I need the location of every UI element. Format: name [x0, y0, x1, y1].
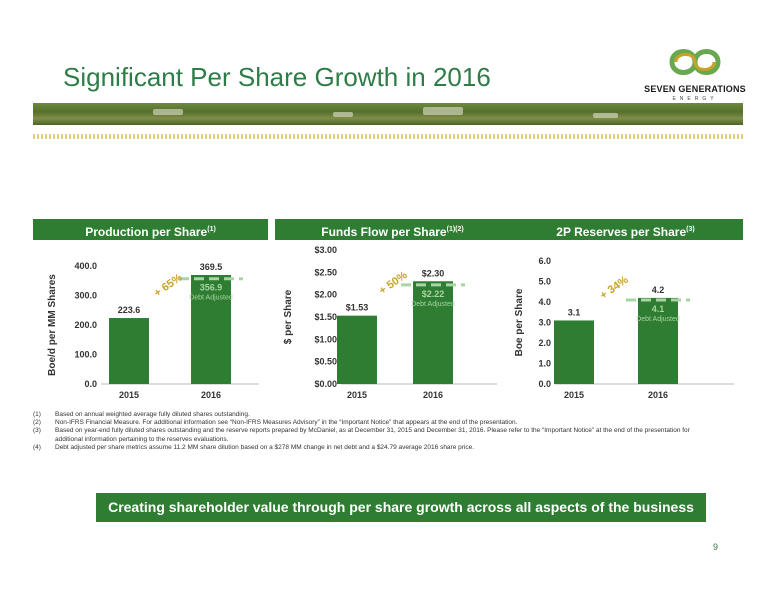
y-tick-label: $2.50 [314, 267, 337, 277]
y-tick-label: 300.0 [74, 291, 97, 301]
x-tick-label: 2016 [648, 390, 668, 400]
y-tick-label: 200.0 [74, 320, 97, 330]
y-tick-label: 5.0 [538, 277, 551, 287]
footnotes: (1) Based on annual weighted average full… [33, 411, 713, 452]
debt-adjusted-value: 4.1 [652, 304, 665, 314]
y-tick-label: 0.0 [538, 379, 551, 389]
y-tick-label: $1.50 [314, 312, 337, 322]
footnote: (4) Debt adjusted per share metrics assum… [33, 443, 475, 451]
footnote: (1) Based on annual weighted average full… [33, 411, 250, 418]
y-axis-label: $ per Share [283, 289, 294, 344]
x-tick-label: 2015 [119, 390, 139, 400]
logo-name: SEVEN GENERATIONS [644, 84, 746, 94]
bar [191, 274, 231, 384]
y-tick-label: $2.00 [314, 290, 337, 300]
bar-value-label: 223.6 [118, 305, 141, 315]
x-tick-label: 2015 [564, 390, 584, 400]
y-tick-label: $0.00 [314, 379, 337, 389]
y-tick-label: $3.00 [314, 245, 337, 255]
bar [554, 320, 594, 384]
x-tick-label: 2015 [347, 390, 367, 400]
page-title: Significant Per Share Growth in 2016 [63, 62, 491, 92]
x-tick-label: 2016 [201, 390, 221, 400]
y-tick-label: 2.0 [538, 338, 551, 348]
company-logo-icon [669, 49, 721, 75]
landscape-banner [33, 103, 743, 125]
growth-label: + 34% [598, 274, 631, 302]
x-tick-label: 2016 [423, 390, 443, 400]
growth-label: + 65% [152, 272, 185, 300]
y-tick-label: 0.0 [84, 379, 97, 389]
growth-label: + 50% [377, 269, 410, 297]
panel-production: Production per Share(1) [33, 219, 268, 240]
bar [337, 315, 377, 384]
bar-value-label: $2.30 [422, 268, 445, 278]
chart-production: 0.0 100.0 200.0 300.0 400.0 Boe/d per MM Shar… [47, 261, 259, 400]
footnote: (3) Based on year-end fully diluted share… [33, 427, 690, 443]
y-tick-label: 3.0 [538, 318, 551, 328]
debt-adjusted-note: Debt Adjusted [411, 301, 455, 308]
panel-header: Production per Share(1) [33, 219, 268, 240]
bar-value-label: 369.5 [200, 262, 223, 272]
chart-funds-flow: $0.00 $0.50 $1.00 $1.50 $2.00 $2.50 $3.00 $ per… [283, 245, 497, 400]
page-number: 9 [713, 542, 719, 552]
y-axis-label: Boe/d per MM Shares [47, 274, 58, 376]
y-tick-label: 4.0 [538, 297, 551, 307]
panel-header: 2P Reserves per Share(3) [508, 219, 743, 240]
dotted-divider [33, 134, 743, 139]
bar-value-label: $1.53 [346, 303, 369, 313]
y-tick-label: 400.0 [74, 261, 97, 271]
bar [109, 318, 149, 384]
y-tick-label: $1.00 [314, 334, 337, 344]
debt-adjusted-value: $2.22 [422, 289, 445, 299]
bar [413, 281, 453, 384]
panel-funds-flow: Funds Flow per Share(1)(2) [275, 219, 510, 240]
footnote: (2) Non-IFRS Financial Measure. For addit… [33, 419, 518, 427]
y-tick-label: $0.50 [314, 357, 337, 367]
panel-header: Funds Flow per Share(1)(2) [275, 219, 510, 240]
debt-adjusted-value: 356.9 [200, 283, 223, 293]
y-axis-label: Boe per Share [514, 288, 525, 356]
chart-reserves: 0.0 1.0 2.0 3.0 4.0 5.0 6.0 Boe per Share 3.1 201… [514, 256, 734, 400]
y-tick-label: 6.0 [538, 256, 551, 266]
cta-banner: Creating shareholder value through per s… [96, 493, 706, 522]
logo-sub: ENERGY [672, 96, 718, 102]
debt-adjusted-note: Debt Adjusted [636, 316, 680, 323]
bar-value-label: 4.2 [652, 285, 665, 295]
panel-reserves: 2P Reserves per Share(3) [508, 219, 743, 240]
bar [638, 297, 678, 384]
debt-adjusted-note: Debt Adjusted [189, 295, 233, 302]
bar-value-label: 3.1 [568, 307, 581, 317]
y-tick-label: 100.0 [74, 350, 97, 360]
y-tick-label: 1.0 [538, 359, 551, 369]
